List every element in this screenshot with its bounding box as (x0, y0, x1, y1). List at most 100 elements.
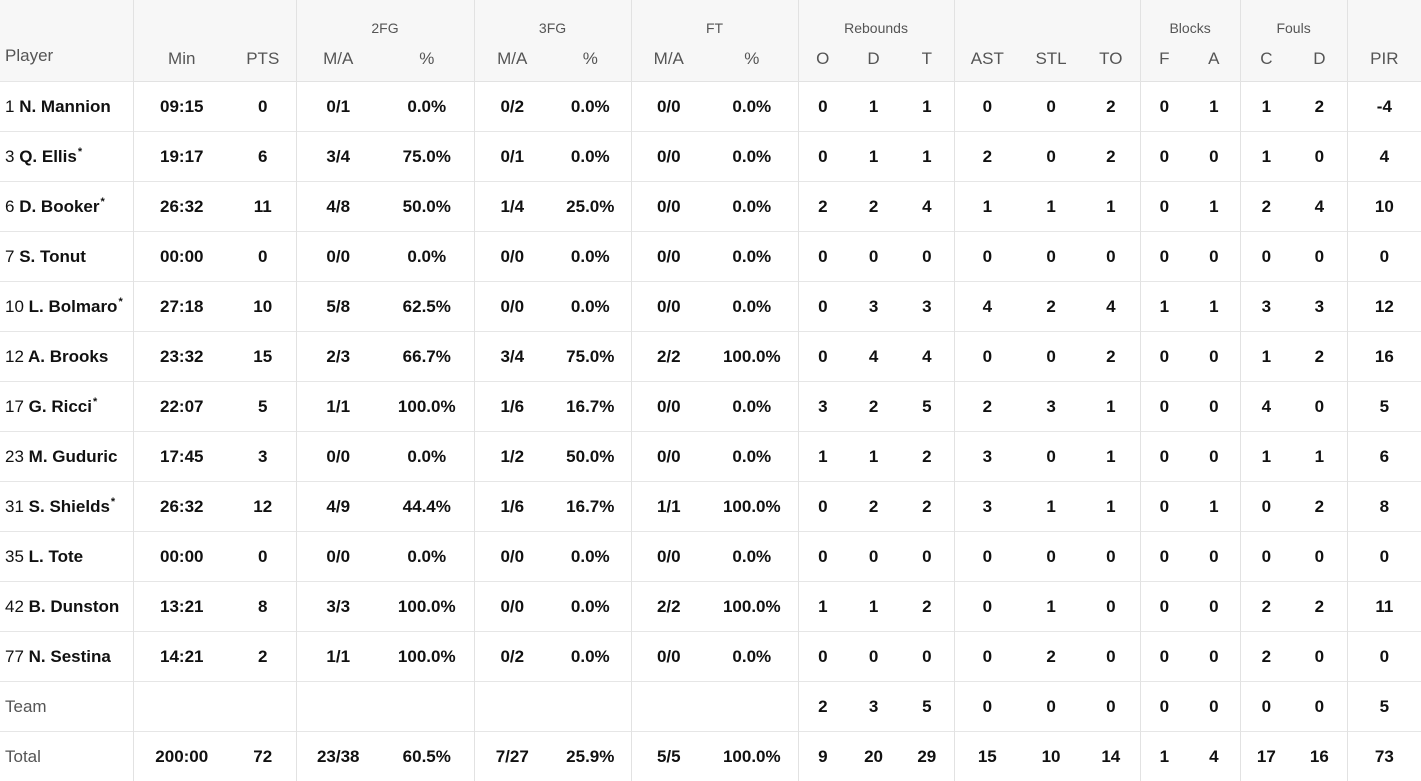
col-header-reb-d[interactable]: D (847, 36, 900, 82)
col-header-2fg-ma[interactable]: M/A (296, 36, 380, 82)
stat-to: 4 (1082, 282, 1140, 332)
player-cell[interactable]: 1 N. Mannion (0, 82, 133, 132)
player-name[interactable]: D. Booker (19, 197, 99, 216)
stat-blk-f: 0 (1140, 382, 1188, 432)
stat-fg3-pct (550, 682, 631, 732)
stat-fg2-ma (296, 682, 380, 732)
player-name[interactable]: Q. Ellis (19, 147, 77, 166)
player-cell[interactable]: 42 B. Dunston (0, 582, 133, 632)
player-name[interactable]: L. Bolmaro (29, 297, 118, 316)
player-name[interactable]: L. Tote (29, 547, 83, 566)
stat-pir: 11 (1347, 582, 1421, 632)
player-name[interactable]: A. Brooks (28, 347, 108, 366)
stat-pir: 0 (1347, 532, 1421, 582)
stat-to: 0 (1082, 582, 1140, 632)
stat-to: 1 (1082, 482, 1140, 532)
player-number: 7 (5, 247, 14, 266)
stat-fg2-pct (380, 682, 474, 732)
col-header-pir[interactable]: PIR (1347, 36, 1421, 82)
stat-fg3-ma: 0/2 (474, 632, 550, 682)
player-cell[interactable]: 10 L. Bolmaro* (0, 282, 133, 332)
stat-to: 0 (1082, 632, 1140, 682)
player-number: 42 (5, 597, 24, 616)
stat-ft-ma: 0/0 (631, 282, 706, 332)
stat-ft-ma (631, 682, 706, 732)
player-cell[interactable]: 6 D. Booker* (0, 182, 133, 232)
stat-blk-f: 0 (1140, 682, 1188, 732)
stat-fg3-ma: 3/4 (474, 332, 550, 382)
stat-pts: 5 (230, 382, 296, 432)
player-cell[interactable]: 12 A. Brooks (0, 332, 133, 382)
stat-ft-ma: 0/0 (631, 82, 706, 132)
stat-fg2-ma: 0/0 (296, 432, 380, 482)
player-cell[interactable]: 31 S. Shields* (0, 482, 133, 532)
player-cell[interactable]: 77 N. Sestina (0, 632, 133, 682)
stat-min: 09:15 (133, 82, 230, 132)
player-name[interactable]: B. Dunston (29, 597, 120, 616)
col-header-reb-t[interactable]: T (900, 36, 954, 82)
player-cell[interactable]: 17 G. Ricci* (0, 382, 133, 432)
stat-reb-t: 0 (900, 232, 954, 282)
col-header-blk-a[interactable]: A (1188, 36, 1240, 82)
player-column-header[interactable]: Player (0, 0, 133, 82)
stat-ast: 4 (954, 282, 1020, 332)
player-cell[interactable]: 3 Q. Ellis* (0, 132, 133, 182)
stat-ft-ma: 0/0 (631, 532, 706, 582)
stat-reb-o: 2 (798, 182, 847, 232)
stat-pts: 6 (230, 132, 296, 182)
col-header-reb-o[interactable]: O (798, 36, 847, 82)
stat-blk-f: 0 (1140, 482, 1188, 532)
col-header-ft-ma[interactable]: M/A (631, 36, 706, 82)
stat-fg3-pct: 0.0% (550, 232, 631, 282)
stat-ft-ma: 0/0 (631, 432, 706, 482)
player-name[interactable]: G. Ricci (29, 397, 92, 416)
player-number: 35 (5, 547, 24, 566)
player-cell[interactable]: 35 L. Tote (0, 532, 133, 582)
col-header-ft-pct[interactable]: % (706, 36, 798, 82)
stat-fg2-ma: 0/1 (296, 82, 380, 132)
col-header-ast[interactable]: AST (954, 36, 1020, 82)
stat-ast: 0 (954, 582, 1020, 632)
col-header-blk-f[interactable]: F (1140, 36, 1188, 82)
col-header-foul-c[interactable]: C (1240, 36, 1292, 82)
stat-pts (230, 682, 296, 732)
stat-fg3-pct: 0.0% (550, 582, 631, 632)
stat-fg2-ma: 1/1 (296, 382, 380, 432)
col-header-stl[interactable]: STL (1020, 36, 1082, 82)
stat-ast: 1 (954, 182, 1020, 232)
col-header-3fg-ma[interactable]: M/A (474, 36, 550, 82)
stat-blk-f: 0 (1140, 82, 1188, 132)
stat-foul-d: 3 (1292, 282, 1347, 332)
stat-fg2-ma: 1/1 (296, 632, 380, 682)
player-name[interactable]: S. Shields (29, 497, 110, 516)
stat-reb-o: 0 (798, 632, 847, 682)
stat-stl: 0 (1020, 82, 1082, 132)
col-header-3fg-pct[interactable]: % (550, 36, 631, 82)
stat-fg2-pct: 0.0% (380, 532, 474, 582)
player-name[interactable]: N. Sestina (29, 647, 111, 666)
stat-pts: 11 (230, 182, 296, 232)
stat-pir: 0 (1347, 632, 1421, 682)
player-cell[interactable]: 23 M. Guduric (0, 432, 133, 482)
col-header-2fg-pct[interactable]: % (380, 36, 474, 82)
col-header-to[interactable]: TO (1082, 36, 1140, 82)
stat-blk-a: 0 (1188, 432, 1240, 482)
stat-pir: -4 (1347, 82, 1421, 132)
player-cell[interactable]: 7 S. Tonut (0, 232, 133, 282)
player-name[interactable]: S. Tonut (19, 247, 86, 266)
stat-fg3-ma: 1/4 (474, 182, 550, 232)
player-number: 17 (5, 397, 24, 416)
col-header-pts[interactable]: PTS (230, 36, 296, 82)
stat-min: 22:07 (133, 382, 230, 432)
stat-reb-d: 0 (847, 232, 900, 282)
stat-fg2-pct: 100.0% (380, 582, 474, 632)
col-header-min[interactable]: Min (133, 36, 230, 82)
stat-stl: 0 (1020, 532, 1082, 582)
player-name[interactable]: N. Mannion (19, 97, 111, 116)
player-name[interactable]: M. Guduric (29, 447, 118, 466)
col-header-foul-d[interactable]: D (1292, 36, 1347, 82)
group-header-ft: FT (631, 0, 798, 36)
empty-group-header (133, 0, 296, 36)
